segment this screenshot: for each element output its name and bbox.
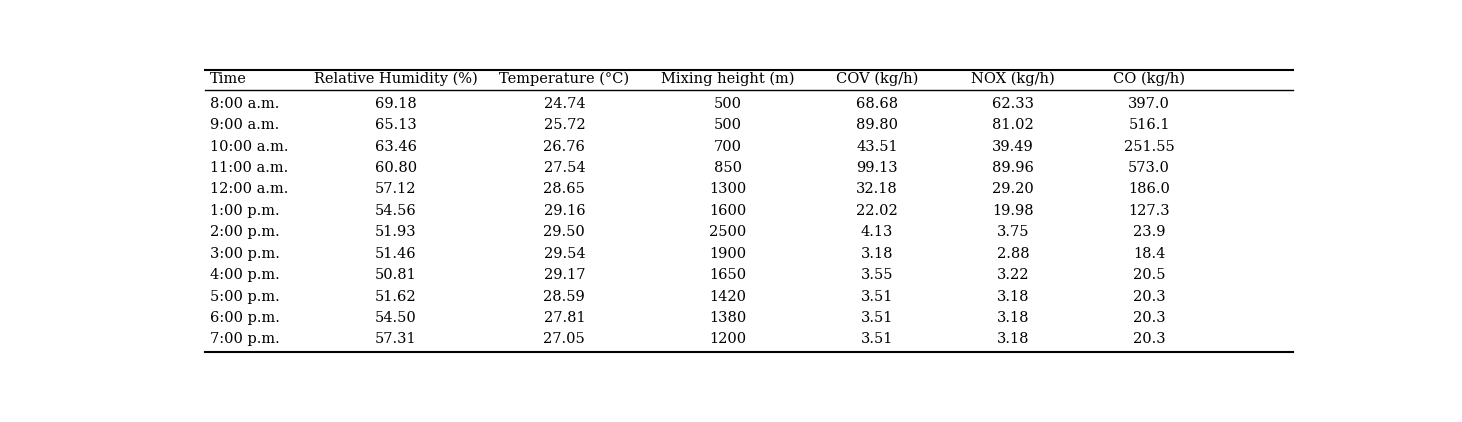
Text: 7:00 p.m.: 7:00 p.m. (211, 333, 279, 346)
Text: 3.18: 3.18 (997, 311, 1029, 325)
Text: 2500: 2500 (709, 225, 746, 239)
Text: 69.18: 69.18 (374, 97, 417, 111)
Text: 3.18: 3.18 (861, 247, 893, 261)
Text: 700: 700 (713, 140, 741, 154)
Text: 68.68: 68.68 (857, 97, 898, 111)
Text: 3.18: 3.18 (997, 333, 1029, 346)
Text: 60.80: 60.80 (374, 161, 417, 175)
Text: 27.05: 27.05 (544, 333, 585, 346)
Text: 51.93: 51.93 (374, 225, 417, 239)
Text: 1900: 1900 (709, 247, 746, 261)
Text: 32.18: 32.18 (857, 182, 898, 197)
Text: 63.46: 63.46 (374, 140, 417, 154)
Text: COV (kg/h): COV (kg/h) (836, 71, 918, 86)
Text: 3.51: 3.51 (861, 311, 893, 325)
Text: 20.5: 20.5 (1133, 268, 1165, 282)
Text: 127.3: 127.3 (1129, 204, 1170, 218)
Text: 89.80: 89.80 (857, 118, 898, 132)
Text: 29.54: 29.54 (544, 247, 585, 261)
Text: 26.76: 26.76 (544, 140, 585, 154)
Text: 6:00 p.m.: 6:00 p.m. (211, 311, 279, 325)
Text: 27.81: 27.81 (544, 311, 585, 325)
Text: 5:00 p.m.: 5:00 p.m. (211, 289, 279, 303)
Text: Relative Humidity (%): Relative Humidity (%) (314, 71, 478, 86)
Text: 3.51: 3.51 (861, 333, 893, 346)
Text: 51.62: 51.62 (374, 289, 417, 303)
Text: 51.46: 51.46 (374, 247, 417, 261)
Text: 62.33: 62.33 (993, 97, 1034, 111)
Text: 28.65: 28.65 (544, 182, 585, 197)
Text: 251.55: 251.55 (1124, 140, 1174, 154)
Text: 2.88: 2.88 (997, 247, 1029, 261)
Text: 22.02: 22.02 (857, 204, 898, 218)
Text: 11:00 a.m.: 11:00 a.m. (211, 161, 288, 175)
Text: 1300: 1300 (709, 182, 746, 197)
Text: 1650: 1650 (709, 268, 746, 282)
Text: 500: 500 (713, 118, 741, 132)
Text: 1:00 p.m.: 1:00 p.m. (211, 204, 279, 218)
Text: 2:00 p.m.: 2:00 p.m. (211, 225, 279, 239)
Text: 500: 500 (713, 97, 741, 111)
Text: 1420: 1420 (709, 289, 746, 303)
Text: 4.13: 4.13 (861, 225, 893, 239)
Text: 186.0: 186.0 (1129, 182, 1170, 197)
Text: 39.49: 39.49 (993, 140, 1034, 154)
Text: 20.3: 20.3 (1133, 289, 1165, 303)
Text: 4:00 p.m.: 4:00 p.m. (211, 268, 279, 282)
Text: 57.31: 57.31 (374, 333, 417, 346)
Text: 20.3: 20.3 (1133, 311, 1165, 325)
Text: 29.17: 29.17 (544, 268, 585, 282)
Text: CO (kg/h): CO (kg/h) (1113, 71, 1186, 86)
Text: 24.74: 24.74 (544, 97, 585, 111)
Text: 9:00 a.m.: 9:00 a.m. (211, 118, 279, 132)
Text: 10:00 a.m.: 10:00 a.m. (211, 140, 288, 154)
Text: 3:00 p.m.: 3:00 p.m. (211, 247, 279, 261)
Text: 43.51: 43.51 (857, 140, 898, 154)
Text: 12:00 a.m.: 12:00 a.m. (211, 182, 288, 197)
Text: NOX (kg/h): NOX (kg/h) (971, 71, 1056, 86)
Text: 29.20: 29.20 (993, 182, 1034, 197)
Text: 8:00 a.m.: 8:00 a.m. (211, 97, 279, 111)
Text: Mixing height (m): Mixing height (m) (661, 71, 794, 86)
Text: 50.81: 50.81 (374, 268, 417, 282)
Text: 99.13: 99.13 (857, 161, 898, 175)
Text: 23.9: 23.9 (1133, 225, 1165, 239)
Text: 57.12: 57.12 (376, 182, 417, 197)
Text: Temperature (°C): Temperature (°C) (500, 71, 630, 86)
Text: 1600: 1600 (709, 204, 746, 218)
Text: 29.16: 29.16 (544, 204, 585, 218)
Text: 27.54: 27.54 (544, 161, 585, 175)
Text: 81.02: 81.02 (993, 118, 1034, 132)
Text: 1380: 1380 (709, 311, 746, 325)
Text: 3.18: 3.18 (997, 289, 1029, 303)
Text: 28.59: 28.59 (544, 289, 585, 303)
Text: 397.0: 397.0 (1129, 97, 1170, 111)
Text: 20.3: 20.3 (1133, 333, 1165, 346)
Text: 54.56: 54.56 (374, 204, 417, 218)
Text: 18.4: 18.4 (1133, 247, 1165, 261)
Text: 3.22: 3.22 (997, 268, 1029, 282)
Text: 3.75: 3.75 (997, 225, 1029, 239)
Text: 25.72: 25.72 (544, 118, 585, 132)
Text: 3.51: 3.51 (861, 289, 893, 303)
Text: 19.98: 19.98 (993, 204, 1034, 218)
Text: 65.13: 65.13 (374, 118, 417, 132)
Text: 54.50: 54.50 (374, 311, 417, 325)
Text: 516.1: 516.1 (1129, 118, 1170, 132)
Text: 850: 850 (713, 161, 741, 175)
Text: 29.50: 29.50 (544, 225, 585, 239)
Text: Time: Time (211, 72, 247, 86)
Text: 3.55: 3.55 (861, 268, 893, 282)
Text: 1200: 1200 (709, 333, 746, 346)
Text: 89.96: 89.96 (993, 161, 1034, 175)
Text: 573.0: 573.0 (1129, 161, 1170, 175)
